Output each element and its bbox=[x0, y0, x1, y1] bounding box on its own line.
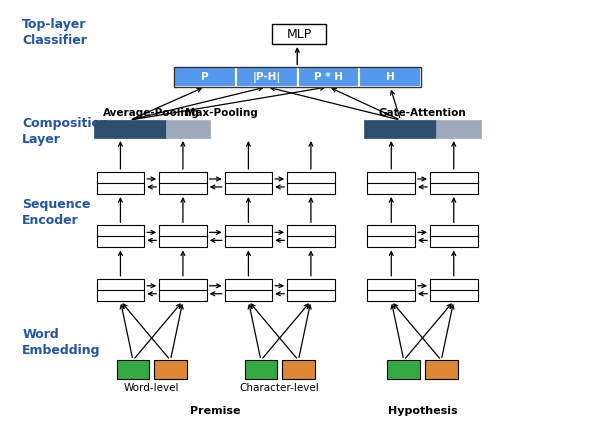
FancyBboxPatch shape bbox=[174, 67, 236, 87]
FancyBboxPatch shape bbox=[159, 172, 207, 194]
Text: Character-level: Character-level bbox=[240, 383, 319, 393]
FancyBboxPatch shape bbox=[367, 225, 415, 248]
FancyBboxPatch shape bbox=[430, 172, 478, 194]
FancyBboxPatch shape bbox=[225, 279, 272, 301]
Text: Average-Pooling: Average-Pooling bbox=[103, 108, 200, 118]
FancyBboxPatch shape bbox=[287, 279, 335, 301]
FancyBboxPatch shape bbox=[236, 67, 298, 87]
FancyBboxPatch shape bbox=[282, 360, 315, 380]
FancyBboxPatch shape bbox=[364, 120, 437, 138]
FancyBboxPatch shape bbox=[298, 67, 359, 87]
Text: Max-Pooling: Max-Pooling bbox=[185, 108, 258, 118]
Text: H: H bbox=[386, 72, 395, 82]
FancyBboxPatch shape bbox=[97, 279, 144, 301]
Text: Gate-Attention: Gate-Attention bbox=[379, 108, 466, 118]
Text: |P-H|: |P-H| bbox=[252, 71, 280, 83]
FancyBboxPatch shape bbox=[154, 360, 187, 380]
Text: P * H: P * H bbox=[314, 72, 343, 82]
FancyBboxPatch shape bbox=[159, 279, 207, 301]
FancyBboxPatch shape bbox=[225, 172, 272, 194]
Text: Word-level: Word-level bbox=[124, 383, 179, 393]
FancyBboxPatch shape bbox=[245, 360, 277, 380]
FancyBboxPatch shape bbox=[287, 225, 335, 248]
FancyBboxPatch shape bbox=[97, 225, 144, 248]
Text: Top-layer
Classifier: Top-layer Classifier bbox=[22, 18, 87, 47]
FancyBboxPatch shape bbox=[425, 360, 457, 380]
Text: Hypothesis: Hypothesis bbox=[388, 406, 457, 416]
FancyBboxPatch shape bbox=[367, 172, 415, 194]
FancyBboxPatch shape bbox=[159, 225, 207, 248]
Text: Premise: Premise bbox=[190, 406, 241, 416]
FancyBboxPatch shape bbox=[287, 172, 335, 194]
FancyBboxPatch shape bbox=[359, 67, 421, 87]
FancyBboxPatch shape bbox=[272, 25, 326, 44]
FancyBboxPatch shape bbox=[388, 360, 420, 380]
Text: Word
Embedding: Word Embedding bbox=[22, 328, 100, 357]
FancyBboxPatch shape bbox=[225, 225, 272, 248]
FancyBboxPatch shape bbox=[166, 120, 210, 138]
FancyBboxPatch shape bbox=[437, 120, 481, 138]
Text: Composition
Layer: Composition Layer bbox=[22, 117, 109, 146]
FancyBboxPatch shape bbox=[117, 360, 150, 380]
Text: P: P bbox=[201, 72, 209, 82]
FancyBboxPatch shape bbox=[367, 279, 415, 301]
FancyBboxPatch shape bbox=[94, 120, 166, 138]
FancyBboxPatch shape bbox=[430, 279, 478, 301]
FancyBboxPatch shape bbox=[97, 172, 144, 194]
Text: MLP: MLP bbox=[286, 28, 312, 41]
Text: Sequence
Encoder: Sequence Encoder bbox=[22, 198, 91, 227]
FancyBboxPatch shape bbox=[430, 225, 478, 248]
